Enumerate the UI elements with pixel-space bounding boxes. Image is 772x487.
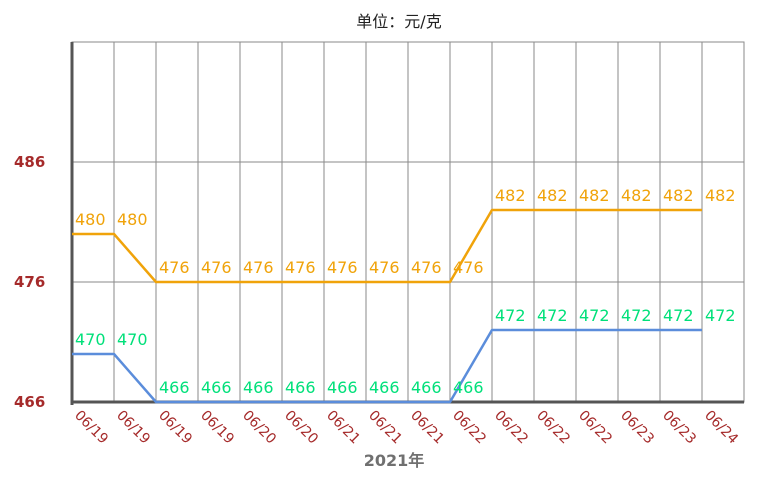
grid [70, 41, 745, 405]
x-tick-label: 06/23 [659, 408, 699, 448]
x-tick-label: 06/22 [575, 408, 615, 448]
y-tick-label: 466 [14, 393, 45, 411]
x-axis-label: 2021年 [364, 451, 425, 470]
data-label: 480 [75, 210, 106, 229]
data-label: 472 [621, 306, 652, 325]
data-label: 466 [159, 378, 190, 397]
x-tick-label: 06/19 [113, 408, 153, 448]
data-label: 482 [705, 186, 736, 205]
unit-title: 单位：元/克 [356, 12, 441, 31]
data-label: 472 [495, 306, 526, 325]
series-lines [72, 208, 702, 404]
x-tick-label: 06/20 [239, 408, 279, 448]
data-label: 480 [117, 210, 148, 229]
data-label: 466 [453, 378, 484, 397]
data-label: 476 [411, 258, 442, 277]
x-tick-label: 06/23 [617, 408, 657, 448]
data-label: 472 [537, 306, 568, 325]
data-label: 472 [579, 306, 610, 325]
series-line-1 [72, 208, 702, 284]
x-tick-label: 06/21 [365, 408, 405, 448]
x-tick-label: 06/22 [533, 408, 573, 448]
data-label: 466 [201, 378, 232, 397]
data-label: 470 [117, 330, 148, 349]
x-tick-label: 06/22 [449, 408, 489, 448]
data-label: 482 [537, 186, 568, 205]
data-label: 476 [327, 258, 358, 277]
data-label: 482 [621, 186, 652, 205]
y-tick-label: 486 [14, 153, 45, 171]
data-label: 482 [495, 186, 526, 205]
x-tick-label: 06/21 [407, 408, 447, 448]
data-label: 482 [579, 186, 610, 205]
x-axis-ticks: 06/19 06/19 06/19 06/19 06/20 06/20 06/21 06/21… [71, 408, 741, 448]
data-label: 466 [285, 378, 316, 397]
x-tick-label: 06/19 [155, 408, 195, 448]
x-tick-label: 06/24 [701, 408, 741, 448]
series-line-2 [72, 328, 702, 404]
y-axis-ticks: 466 476 486 [14, 153, 45, 411]
data-label: 482 [663, 186, 694, 205]
y-tick-label: 476 [14, 273, 45, 291]
data-labels: 480 480 476 476 476 476 476 476 476 476 482 482 482 4… [75, 186, 736, 397]
x-tick-label: 06/19 [197, 408, 237, 448]
x-tick-label: 06/22 [491, 408, 531, 448]
data-label: 466 [411, 378, 442, 397]
data-label: 472 [663, 306, 694, 325]
data-label: 476 [453, 258, 484, 277]
x-tick-label: 06/21 [323, 408, 363, 448]
data-label: 476 [243, 258, 274, 277]
data-label: 476 [285, 258, 316, 277]
data-label: 476 [201, 258, 232, 277]
x-tick-label: 06/20 [281, 408, 321, 448]
data-label: 476 [159, 258, 190, 277]
x-tick-label: 06/19 [71, 408, 111, 448]
data-label: 466 [243, 378, 274, 397]
data-label: 466 [369, 378, 400, 397]
data-label: 470 [75, 330, 106, 349]
data-label: 476 [369, 258, 400, 277]
data-label: 472 [705, 306, 736, 325]
data-label: 466 [327, 378, 358, 397]
